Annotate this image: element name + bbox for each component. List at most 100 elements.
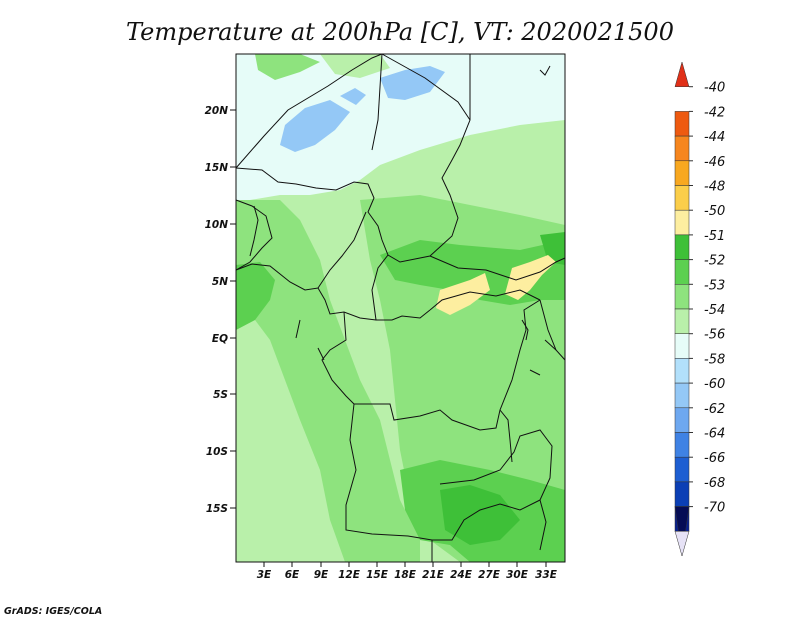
- colorbar-label: -51: [704, 229, 725, 244]
- colorbar-label: -66: [704, 451, 725, 466]
- border-angola: [345, 403, 541, 541]
- map-panel: [235, 53, 566, 563]
- chart-title: Temperature at 200hPa [C], VT: 202002150…: [126, 18, 674, 46]
- colorbar-label: -64: [704, 427, 725, 442]
- lon-label-18e: 18E: [394, 569, 417, 581]
- colorbar: -40 -42 -44 -46 -48 -50 -51 -52 -53 -54 -56 -58 -60 -…: [674, 61, 725, 557]
- lon-label-27e: 27E: [478, 569, 501, 581]
- colorbar-label: -54: [704, 303, 725, 318]
- field-nw-green: [255, 54, 320, 80]
- border-drc: [354, 299, 541, 431]
- lon-tick-12e: 12E: [338, 562, 361, 581]
- lake-tanganyika: [499, 409, 513, 463]
- field-ne-dark: [540, 232, 565, 265]
- lon-tick-6e: 6E: [285, 562, 300, 581]
- border-congo-gabon: [321, 311, 355, 405]
- credit-text: GrADS: IGES/COLA: [4, 606, 102, 617]
- map-frame: [235, 53, 566, 563]
- colorbar-label: -62: [704, 402, 725, 417]
- latitude-axis: 20N 15N 10N 5N EQ 5S 10S 15S: [205, 105, 236, 515]
- colorbar-swatch: [674, 61, 690, 87]
- lat-tick-5s: 5S: [213, 389, 236, 401]
- colorbar-swatch: [674, 531, 690, 557]
- lat-tick-15s: 15S: [206, 503, 236, 515]
- lon-label-30e: 30E: [506, 569, 529, 581]
- longitude-axis: 3E 6E 9E 12E 15E 18E 21E 24E 27E 30E 33E: [257, 562, 558, 581]
- border-zambia: [439, 429, 553, 551]
- colorbar-label: -58: [704, 352, 725, 367]
- border-drc-north: [429, 289, 541, 311]
- lon-tick-24e: 24E: [450, 562, 473, 581]
- border-west-africa: [235, 199, 273, 271]
- lon-tick-30e: 30E: [506, 562, 529, 581]
- lon-label-12e: 12E: [338, 569, 361, 581]
- colorbar-label: -53: [704, 278, 725, 293]
- coast-nile: [539, 65, 551, 76]
- cool-patch-3: [340, 88, 366, 105]
- colorbar-swatch: [674, 234, 690, 260]
- colorbar-swatch: [674, 209, 690, 236]
- colorbar-swatch: [674, 481, 690, 507]
- lon-label-3e: 3E: [257, 569, 272, 581]
- colorbar-labels: -40 -42 -44 -46 -48 -50 -51 -52 -53 -54 -56 -58 -60 -…: [689, 81, 725, 516]
- lat-tick-10s: 10S: [206, 446, 236, 458]
- lat-label-10s: 10S: [206, 446, 228, 458]
- colorbar-swatch: [674, 407, 690, 433]
- field-mid-west: [236, 200, 420, 562]
- border-north-east: [381, 53, 471, 121]
- lon-label-15e: 15E: [366, 569, 389, 581]
- lon-tick-21e: 21E: [422, 562, 445, 581]
- country-borders: [235, 53, 566, 562]
- border-niger-chad: [371, 53, 383, 151]
- coastline-details: [249, 205, 325, 361]
- lon-tick-3e: 3E: [257, 562, 272, 581]
- cool-patch-1: [380, 66, 445, 100]
- colorbar-label: -48: [704, 180, 725, 195]
- temperature-field: [236, 54, 565, 562]
- field-south-darker: [440, 485, 520, 545]
- colorbar-swatch: [674, 358, 690, 384]
- lon-label-33e: 33E: [535, 569, 558, 581]
- colorbar-swatch: [674, 432, 690, 458]
- colorbar-label: -68: [704, 476, 725, 491]
- colorbar-label: -40: [704, 81, 725, 96]
- colorbar-swatch: [674, 284, 690, 310]
- colorbar-label: -46: [704, 155, 725, 170]
- lat-label-eq: EQ: [212, 333, 228, 345]
- border-east: [539, 299, 566, 361]
- border-cameroon: [317, 211, 367, 289]
- lat-label-10n: 10N: [205, 219, 229, 231]
- colorbar-label: -44: [704, 130, 725, 145]
- lat-label-20n: 20N: [205, 105, 229, 117]
- colorbar-swatch: [674, 382, 690, 409]
- colorbar-label: -52: [704, 254, 725, 269]
- lon-label-6e: 6E: [285, 569, 300, 581]
- field-coast-dark: [236, 262, 275, 330]
- lon-label-24e: 24E: [450, 569, 473, 581]
- colorbar-label: -70: [704, 501, 725, 516]
- colorbar-swatch: [674, 333, 690, 359]
- lat-label-15s: 15S: [206, 503, 228, 515]
- colorbar-swatch: [674, 308, 690, 334]
- colorbar-swatch: [674, 111, 690, 137]
- colorbar-label: -56: [704, 328, 725, 343]
- lakes-east: [521, 319, 557, 376]
- lon-tick-15e: 15E: [366, 562, 389, 581]
- colorbar-swatch: [674, 160, 690, 186]
- lat-label-15n: 15N: [205, 162, 229, 174]
- colorbar-label: -50: [704, 204, 725, 219]
- lat-tick-20n: 20N: [205, 105, 236, 117]
- lon-label-9e: 9E: [314, 569, 329, 581]
- lat-tick-10n: 10N: [205, 219, 236, 231]
- cool-band: [236, 54, 565, 200]
- warm-patch-2: [505, 255, 556, 300]
- border-car-west: [371, 254, 389, 321]
- lon-tick-27e: 27E: [478, 562, 501, 581]
- colorbar-label: -60: [704, 377, 725, 392]
- border-south-sudan: [429, 255, 566, 281]
- lat-tick-15n: 15N: [205, 162, 236, 174]
- cool-patch-2: [280, 100, 350, 152]
- colorbar-swatches: [674, 61, 690, 557]
- colorbar-swatch: [674, 259, 690, 285]
